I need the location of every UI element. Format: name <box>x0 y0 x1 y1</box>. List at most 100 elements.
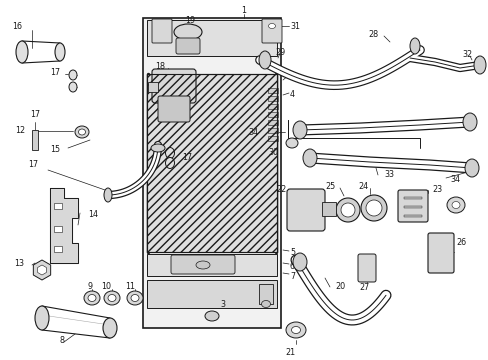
FancyBboxPatch shape <box>357 254 375 282</box>
Text: 17: 17 <box>28 160 38 169</box>
FancyBboxPatch shape <box>158 96 190 122</box>
Text: 22: 22 <box>275 185 285 194</box>
Bar <box>147 254 276 276</box>
Text: 15: 15 <box>50 145 60 154</box>
Ellipse shape <box>108 294 116 302</box>
Bar <box>54 203 62 209</box>
FancyBboxPatch shape <box>262 19 282 43</box>
Bar <box>32 130 38 150</box>
Bar <box>148 82 158 92</box>
Ellipse shape <box>285 138 297 148</box>
Ellipse shape <box>88 294 96 302</box>
Text: 24: 24 <box>357 182 367 191</box>
Ellipse shape <box>196 261 209 269</box>
FancyBboxPatch shape <box>397 190 427 222</box>
Text: 18: 18 <box>155 62 164 71</box>
Text: 12: 12 <box>15 126 25 135</box>
Text: 25: 25 <box>325 182 335 191</box>
Text: 31: 31 <box>289 22 299 31</box>
Text: 34: 34 <box>247 128 258 137</box>
Ellipse shape <box>446 197 464 213</box>
Bar <box>147 74 276 252</box>
Ellipse shape <box>292 121 306 139</box>
Ellipse shape <box>335 198 359 222</box>
Text: 34: 34 <box>449 175 459 184</box>
Ellipse shape <box>103 318 117 338</box>
Ellipse shape <box>127 291 142 305</box>
Bar <box>403 197 421 199</box>
Ellipse shape <box>365 200 381 216</box>
Text: 21: 21 <box>285 348 294 357</box>
Bar <box>147 74 276 252</box>
Ellipse shape <box>462 113 476 131</box>
Text: 17: 17 <box>50 68 60 77</box>
Ellipse shape <box>35 306 49 330</box>
Text: 17: 17 <box>30 110 40 119</box>
Bar <box>267 112 278 117</box>
Ellipse shape <box>264 21 279 31</box>
Ellipse shape <box>261 301 270 307</box>
Text: 4: 4 <box>289 90 294 99</box>
FancyBboxPatch shape <box>152 69 196 103</box>
Bar <box>321 202 335 216</box>
Text: 30: 30 <box>267 148 278 157</box>
Ellipse shape <box>360 195 386 221</box>
Bar <box>267 88 278 93</box>
Bar <box>142 18 281 328</box>
Ellipse shape <box>285 322 305 338</box>
Bar <box>403 215 421 217</box>
Bar <box>147 20 276 56</box>
Ellipse shape <box>84 291 100 305</box>
Ellipse shape <box>409 38 419 54</box>
Text: 16: 16 <box>12 22 22 31</box>
Text: 13: 13 <box>14 259 24 268</box>
Text: 23: 23 <box>431 185 441 194</box>
Ellipse shape <box>165 158 174 168</box>
Polygon shape <box>50 188 78 263</box>
Ellipse shape <box>131 294 139 302</box>
Text: 3: 3 <box>220 300 224 309</box>
Text: 8: 8 <box>60 336 65 345</box>
Ellipse shape <box>69 70 77 80</box>
Ellipse shape <box>340 203 354 217</box>
Ellipse shape <box>303 149 316 167</box>
Bar <box>267 128 278 133</box>
Text: 11: 11 <box>125 282 135 291</box>
Text: 9: 9 <box>87 282 92 291</box>
Ellipse shape <box>292 253 306 271</box>
FancyBboxPatch shape <box>171 255 235 274</box>
Bar <box>267 104 278 109</box>
Bar <box>54 246 62 252</box>
Bar <box>54 226 62 232</box>
Ellipse shape <box>55 43 65 61</box>
Text: 1: 1 <box>241 6 246 15</box>
Text: 20: 20 <box>334 282 345 291</box>
Text: 6: 6 <box>289 262 294 271</box>
Text: 17: 17 <box>182 153 192 162</box>
Ellipse shape <box>451 202 459 208</box>
Ellipse shape <box>79 129 85 135</box>
Ellipse shape <box>165 148 174 158</box>
FancyBboxPatch shape <box>176 38 200 54</box>
Bar <box>267 120 278 125</box>
Ellipse shape <box>204 311 219 321</box>
Bar <box>403 206 421 208</box>
Ellipse shape <box>104 188 112 202</box>
Text: 33: 33 <box>383 170 393 179</box>
Bar <box>259 284 272 304</box>
Text: 29: 29 <box>274 48 285 57</box>
FancyBboxPatch shape <box>427 233 453 273</box>
Bar <box>147 280 276 308</box>
FancyBboxPatch shape <box>152 19 172 43</box>
Ellipse shape <box>259 51 270 69</box>
Bar <box>267 96 278 101</box>
Ellipse shape <box>268 23 275 28</box>
Ellipse shape <box>69 82 77 92</box>
Ellipse shape <box>75 126 89 138</box>
Text: 10: 10 <box>101 282 111 291</box>
Text: 14: 14 <box>88 210 98 219</box>
Ellipse shape <box>16 41 28 63</box>
Text: 7: 7 <box>289 272 295 281</box>
Ellipse shape <box>151 144 164 152</box>
Text: 5: 5 <box>289 248 295 257</box>
